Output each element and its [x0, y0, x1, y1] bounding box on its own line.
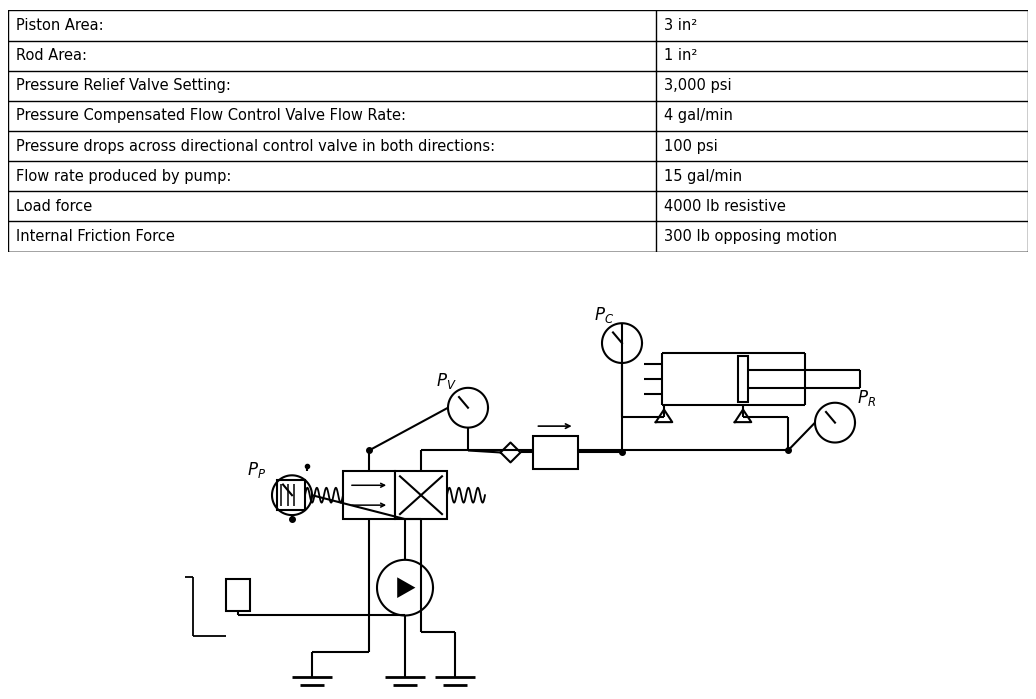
Text: 1 in²: 1 in² [664, 48, 697, 63]
Text: 3,000 psi: 3,000 psi [664, 78, 731, 94]
Text: Pressure Relief Valve Setting:: Pressure Relief Valve Setting: [17, 78, 231, 94]
Text: Pressure drops across directional control valve in both directions:: Pressure drops across directional contro… [17, 138, 495, 154]
Bar [343, 471, 395, 519]
Text: $P_C$: $P_C$ [594, 305, 614, 325]
Bar [395, 471, 447, 519]
Bar [738, 356, 748, 402]
Bar [226, 579, 250, 610]
Text: Piston Area:: Piston Area: [17, 18, 104, 33]
Text: 3 in²: 3 in² [664, 18, 697, 33]
Text: Internal Friction Force: Internal Friction Force [17, 229, 175, 244]
Text: $P_P$: $P_P$ [248, 461, 266, 480]
Text: Flow rate produced by pump:: Flow rate produced by pump: [17, 168, 232, 184]
Polygon shape [397, 577, 415, 598]
Bar [533, 436, 577, 469]
Text: 4 gal/min: 4 gal/min [664, 108, 732, 124]
Text: Load force: Load force [17, 199, 92, 214]
Text: 300 lb opposing motion: 300 lb opposing motion [664, 229, 837, 244]
Text: $P_V$: $P_V$ [436, 371, 456, 391]
Text: 4000 lb resistive: 4000 lb resistive [664, 199, 785, 214]
Text: Pressure Compensated Flow Control Valve Flow Rate:: Pressure Compensated Flow Control Valve … [17, 108, 406, 124]
Text: 100 psi: 100 psi [664, 138, 718, 154]
Text: Rod Area:: Rod Area: [17, 48, 87, 63]
Text: $P_R$: $P_R$ [858, 388, 876, 408]
Text: 15 gal/min: 15 gal/min [664, 168, 742, 184]
Bar [277, 480, 305, 510]
